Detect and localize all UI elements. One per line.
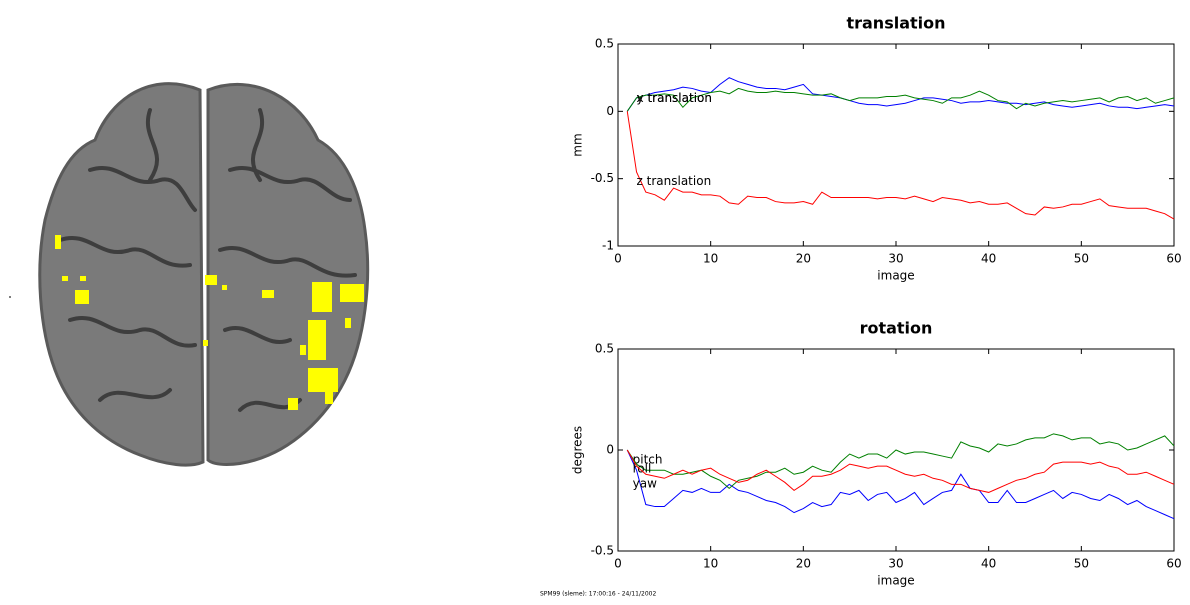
y-axis-label: mm [571, 133, 585, 156]
chart-title: translation [846, 14, 945, 33]
y-axis-label: degrees [571, 426, 585, 474]
series-label: y translation [637, 91, 712, 105]
x-tick-label: 10 [703, 252, 718, 266]
plot-frame [618, 44, 1174, 246]
chart-title: rotation [860, 319, 933, 338]
series-label: z translation [637, 174, 712, 188]
x-tick-label: 0 [614, 557, 622, 571]
x-axis-label: image [877, 269, 914, 283]
x-tick-label: 20 [796, 252, 811, 266]
data-line [627, 434, 1174, 489]
x-tick-label: 40 [981, 252, 996, 266]
y-tick-label: -1 [602, 239, 614, 253]
x-tick-label: 30 [888, 252, 903, 266]
x-axis-label: image [877, 574, 914, 588]
y-tick-label: 0.5 [595, 342, 614, 356]
y-tick-label: 0 [606, 104, 614, 118]
y-tick-label: 0 [606, 443, 614, 457]
y-tick-label: -0.5 [591, 544, 614, 558]
series-label: yaw [633, 477, 657, 491]
x-tick-label: 30 [888, 557, 903, 571]
x-tick-label: 20 [796, 557, 811, 571]
x-tick-label: 50 [1074, 252, 1089, 266]
x-tick-label: 10 [703, 557, 718, 571]
data-line [627, 450, 1174, 492]
x-tick-label: 0 [614, 252, 622, 266]
data-line [627, 450, 1174, 519]
x-tick-label: 60 [1166, 557, 1181, 571]
footer: SPM99 (sleme): 17:00:16 - 24/11/2002 [540, 591, 656, 598]
x-tick-label: 60 [1166, 252, 1181, 266]
y-tick-label: 0.5 [595, 37, 614, 51]
data-line [627, 111, 1174, 219]
page: SPM99 (sleme): 17:00:16 - 24/11/2002 tra… [0, 0, 1190, 601]
brain-image [9, 84, 368, 465]
y-tick-label: -0.5 [591, 171, 614, 185]
x-tick-label: 50 [1074, 557, 1089, 571]
x-tick-label: 40 [981, 557, 996, 571]
